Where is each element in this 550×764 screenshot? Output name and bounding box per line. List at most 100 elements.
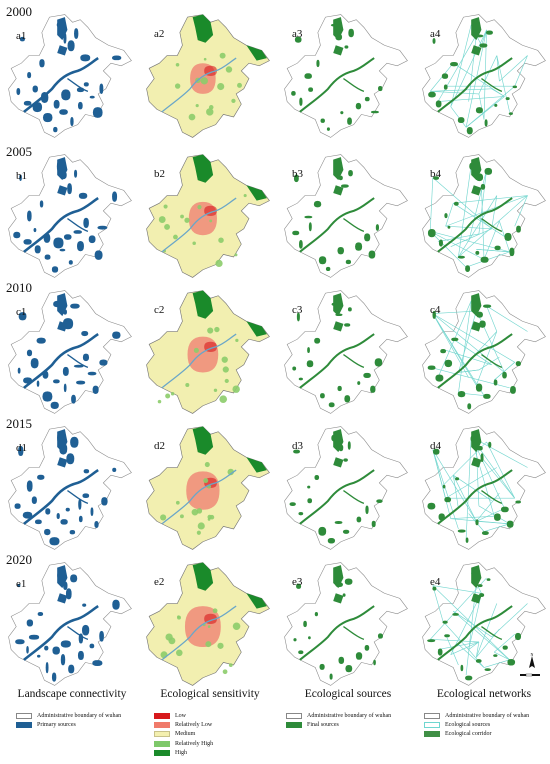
source-patch	[493, 654, 498, 657]
source-patch	[347, 441, 351, 450]
legend-item: Administrative boundary of wuhan	[16, 712, 121, 719]
source-patch	[43, 233, 51, 243]
legend-swatch	[424, 721, 440, 728]
source-patch	[293, 449, 300, 454]
corridor-line	[491, 195, 498, 229]
source-patch	[99, 83, 104, 94]
source-patch	[89, 643, 95, 649]
source-patch	[27, 71, 32, 79]
corridor-line	[514, 55, 528, 87]
year-label: 2000	[6, 4, 32, 19]
corridor-line	[458, 369, 479, 373]
river-branch	[481, 354, 503, 368]
green-patch	[207, 327, 214, 334]
legend-label: Relatively High	[175, 740, 214, 747]
corridor-line	[494, 633, 515, 653]
source-patch	[51, 266, 59, 273]
source-patch	[90, 507, 94, 517]
panel-label: a1	[16, 30, 27, 42]
source-patch	[465, 537, 469, 543]
legend-swatch	[286, 712, 302, 719]
source-patch	[71, 394, 76, 404]
source-patch	[314, 337, 321, 344]
source-patch	[476, 311, 483, 318]
source-patch	[23, 377, 33, 384]
source-patch	[444, 634, 450, 638]
high-east	[246, 185, 267, 201]
source-patch	[432, 38, 436, 44]
corridor-line	[450, 228, 492, 248]
source-patch	[486, 578, 491, 581]
green-patch	[195, 103, 199, 108]
legend-label: Administrative boundary of wuhan	[307, 712, 392, 719]
source-patch	[42, 113, 53, 123]
boundary-shape	[422, 562, 546, 686]
high-north	[192, 290, 214, 319]
source-patch	[505, 97, 510, 101]
source-patch	[112, 191, 118, 202]
source-patch	[36, 380, 40, 387]
source-patch	[65, 588, 72, 600]
source-patch	[427, 639, 436, 643]
source-patch	[447, 225, 451, 229]
source-patch	[65, 507, 70, 512]
map-connectivity-e1	[8, 562, 132, 686]
source-patch	[347, 117, 352, 125]
corridor-line	[468, 649, 485, 668]
corridor-line	[481, 185, 485, 260]
source-patch	[348, 28, 354, 38]
north-source	[57, 565, 68, 589]
map-networks-a4	[422, 14, 546, 138]
source-patch	[308, 636, 311, 640]
source-patch	[44, 645, 49, 651]
source-patch	[479, 320, 486, 328]
green-patch	[222, 669, 228, 675]
high-north	[192, 426, 214, 455]
source-patch	[342, 529, 350, 534]
source-patch	[314, 612, 319, 617]
green-patch	[215, 259, 223, 267]
green-patch	[234, 253, 238, 257]
map-sensitivity-e2	[146, 562, 270, 686]
legend-swatch	[16, 721, 32, 728]
green-patch	[197, 204, 202, 210]
source-patch	[493, 379, 498, 386]
source-patch	[30, 357, 39, 369]
source-patch	[37, 612, 44, 616]
source-patch	[39, 200, 44, 208]
source-patch	[432, 448, 440, 455]
corridor-line	[476, 492, 500, 522]
map-connectivity-b1	[8, 154, 132, 278]
map-networks-c4	[422, 290, 546, 414]
corridor-line	[430, 91, 479, 95]
legend-item: Medium	[154, 731, 213, 738]
source-patch	[363, 372, 371, 379]
corridor-line	[478, 169, 487, 234]
boundary-shape	[8, 426, 132, 550]
corridor-line	[476, 520, 510, 525]
corridor-line	[453, 474, 492, 502]
source-patch	[26, 646, 29, 654]
source-patch	[31, 496, 37, 504]
north-source	[333, 17, 344, 41]
panel-label: c4	[430, 304, 441, 316]
corridor-line	[432, 449, 459, 530]
source-patch	[298, 377, 303, 381]
legend-swatch	[16, 712, 32, 719]
corridor-line	[481, 457, 515, 499]
source-patch	[347, 307, 352, 312]
source-patch	[364, 233, 371, 242]
source-patch	[337, 246, 345, 255]
green-patch	[173, 234, 178, 240]
green-patch	[163, 204, 168, 209]
green-patch	[237, 82, 242, 88]
panel-label: d4	[430, 440, 441, 452]
corridor-line	[476, 447, 480, 506]
map-sources-c3	[284, 290, 408, 414]
source-patch	[298, 650, 304, 655]
north-source	[471, 565, 482, 589]
source-patch	[477, 584, 483, 588]
north-source	[471, 429, 482, 453]
green-patch	[219, 52, 226, 59]
panel-label: e3	[292, 576, 303, 588]
